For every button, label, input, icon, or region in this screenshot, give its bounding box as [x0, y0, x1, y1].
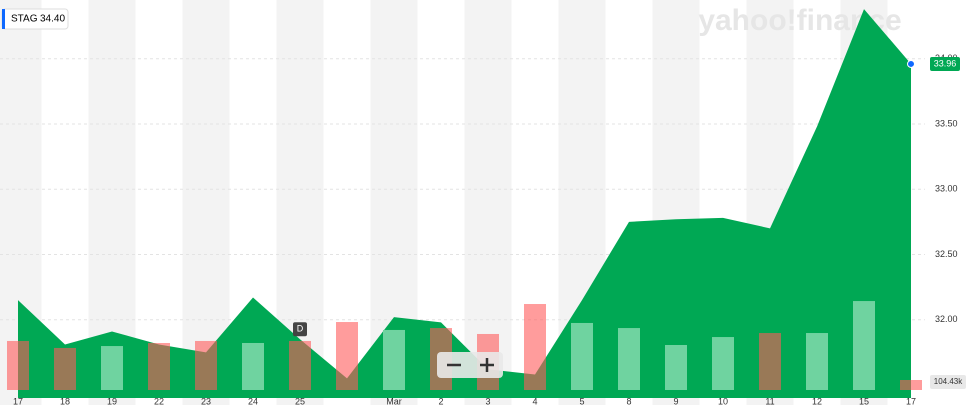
x-tick-label: 12 [812, 396, 822, 406]
x-tick-label: 15 [859, 396, 869, 406]
x-tick-label: 23 [201, 396, 211, 406]
ticker: STAG [11, 14, 38, 25]
volume-label-box [930, 375, 966, 389]
volume-bar [383, 329, 405, 390]
volume-bar [853, 301, 875, 390]
volume-bar [806, 333, 828, 390]
volume-bar [101, 346, 123, 390]
zoom-controls[interactable] [437, 352, 503, 378]
x-tick-label: 22 [154, 396, 164, 406]
x-tick-label: 2 [438, 396, 443, 406]
zoom-in[interactable] [480, 358, 494, 372]
last-point [907, 59, 915, 68]
x-tick-label: 9 [673, 396, 678, 406]
event-marker: D [297, 324, 304, 334]
volume-bar [336, 322, 358, 390]
volume-bar [524, 304, 546, 390]
volume-bar [148, 342, 170, 390]
volume-bar [571, 322, 593, 390]
x-tick-label: 4 [532, 396, 537, 406]
x-tick-label: 5 [579, 396, 584, 406]
price-area [18, 9, 911, 398]
y-tick-label: 33.50 [935, 118, 958, 128]
x-tick-label: 17 [906, 396, 916, 406]
event-box [293, 322, 307, 337]
volume-bar [7, 340, 29, 390]
x-tick-label: 19 [107, 396, 117, 406]
x-tick-label: 25 [295, 396, 305, 406]
volume-bar [289, 340, 311, 390]
y-tick-label: 32.50 [935, 249, 958, 259]
volume-bar [195, 340, 217, 390]
x-tick-label: 11 [765, 396, 774, 406]
x-tick-label: 10 [718, 396, 728, 406]
x-tick-label: 17 [13, 396, 23, 406]
volume-bar [618, 328, 640, 390]
quote: 34.40 [40, 14, 65, 25]
x-tick-label: 24 [248, 396, 258, 406]
volume-bar [54, 347, 76, 390]
volume-bar [665, 344, 687, 390]
y-tick-label: 32.00 [935, 314, 958, 324]
y-tick-label: 33.00 [935, 184, 958, 194]
x-tick-label: 18 [60, 396, 70, 406]
price-label: 33.96 [934, 58, 957, 68]
volume-label: 104.43k [934, 377, 963, 386]
x-tick-label: 8 [626, 396, 631, 406]
x-tick-label: Mar [386, 396, 402, 406]
volume-bar [242, 342, 264, 390]
x-tick-label: 3 [485, 396, 490, 406]
volume-bar [759, 333, 781, 390]
volume-bar [712, 337, 734, 390]
quote-marker [2, 9, 5, 29]
price-label-box [930, 56, 960, 71]
volume-bar [900, 380, 922, 390]
